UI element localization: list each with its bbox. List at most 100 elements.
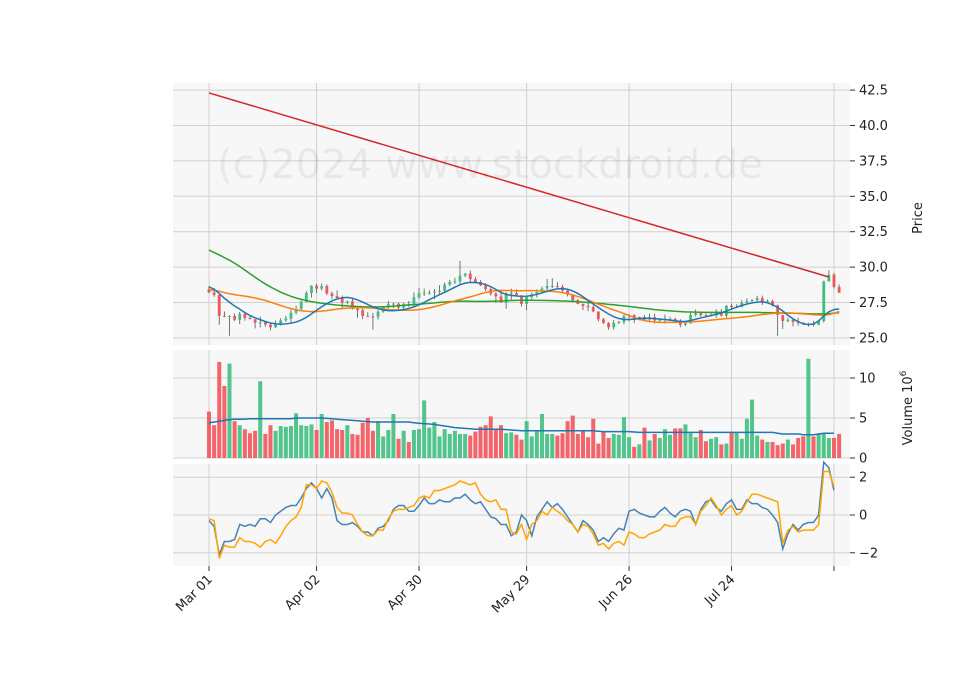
volume-bar (729, 431, 734, 458)
volume-bar (258, 381, 263, 458)
volume-bar (222, 386, 227, 458)
candle (827, 274, 831, 282)
candle (310, 285, 313, 294)
candle (340, 298, 344, 303)
y-tick-label: 10 (859, 372, 876, 387)
x-tick-label: May 29 (489, 572, 533, 616)
volume-bar (796, 438, 801, 458)
candle (602, 319, 605, 323)
volume-bar (263, 434, 268, 458)
volume-bar (345, 425, 350, 458)
volume-bar (468, 435, 473, 458)
candle (463, 273, 467, 276)
volume-bar (304, 426, 309, 458)
candle (438, 290, 441, 292)
volume-bar (437, 436, 442, 458)
candle (386, 304, 390, 307)
volume-bar (493, 429, 498, 458)
volume-bar (478, 426, 483, 458)
y-tick-label: 0 (859, 509, 867, 524)
volume-bar (529, 436, 534, 458)
volume-bar (806, 358, 811, 458)
volume-bar (247, 433, 252, 458)
volume-bar (324, 422, 329, 458)
ma-line-long (208, 92, 830, 278)
volume-bar (637, 444, 642, 458)
candle (765, 301, 769, 303)
candle (330, 293, 334, 296)
candle (361, 310, 365, 316)
y-tick-label: 2 (859, 471, 867, 486)
volume-bar (760, 439, 765, 458)
candle (320, 286, 324, 289)
volume-bar (801, 436, 806, 458)
volume-bar (422, 400, 427, 458)
volume-bar (463, 434, 468, 458)
volume-bar (642, 427, 647, 458)
candle (243, 313, 247, 318)
volume-bar (785, 439, 790, 458)
volume-bar (401, 430, 406, 458)
y-tick-label: 25.0 (859, 331, 888, 346)
volume-bar (427, 427, 432, 458)
volume-bar (550, 434, 555, 458)
volume-bar (831, 438, 837, 458)
candle (586, 305, 590, 308)
volume-bar (411, 430, 416, 458)
volume-bar (724, 443, 729, 458)
candle (617, 322, 621, 324)
candle (222, 315, 226, 317)
volume-bar (232, 421, 237, 458)
candle (760, 298, 764, 303)
volume-bar (688, 433, 693, 458)
volume-bar (652, 434, 657, 458)
volume-bar (237, 425, 242, 458)
volume-bar (770, 442, 775, 458)
candle (325, 286, 329, 294)
volume-bar (775, 445, 780, 458)
volume-bar (534, 431, 539, 458)
volume-bar (483, 425, 488, 458)
volume-bar (309, 424, 314, 458)
volume-bar (821, 434, 826, 458)
candle (817, 321, 821, 325)
candle (832, 274, 836, 287)
volume-bar (514, 434, 519, 458)
volume-bar (355, 434, 360, 458)
volume-bar (744, 418, 749, 458)
volume-bar (278, 426, 283, 458)
candle (837, 286, 841, 293)
volume-bar (519, 439, 524, 458)
candle (351, 301, 354, 309)
volume-bar (447, 434, 452, 458)
candle (473, 279, 477, 282)
candle (269, 324, 272, 328)
volume-bar (452, 430, 457, 458)
volume-bar (601, 431, 606, 458)
oscillator-line (208, 470, 835, 559)
volume-bar (565, 421, 570, 458)
y-tick-label: −2 (859, 546, 878, 561)
candle (253, 319, 257, 323)
volume-bar (560, 433, 565, 458)
candle (494, 293, 498, 297)
candle (755, 298, 759, 301)
candle (294, 309, 298, 313)
volume-bar (596, 443, 601, 458)
candle (263, 322, 267, 325)
volume-bar (616, 434, 621, 458)
volume-bar (360, 422, 365, 458)
candle (514, 293, 518, 296)
watermark: (c)2024 www.stockdroid.de (217, 142, 763, 188)
volume-bar (509, 432, 514, 458)
volume-bar (755, 435, 760, 458)
volume-bar (750, 399, 755, 458)
candle (417, 293, 421, 298)
volume-bar (319, 414, 324, 458)
candle (356, 308, 359, 311)
candle (366, 315, 370, 317)
candle (233, 315, 237, 320)
candle (750, 300, 754, 302)
volume-bar (381, 436, 386, 458)
candle (279, 320, 283, 325)
